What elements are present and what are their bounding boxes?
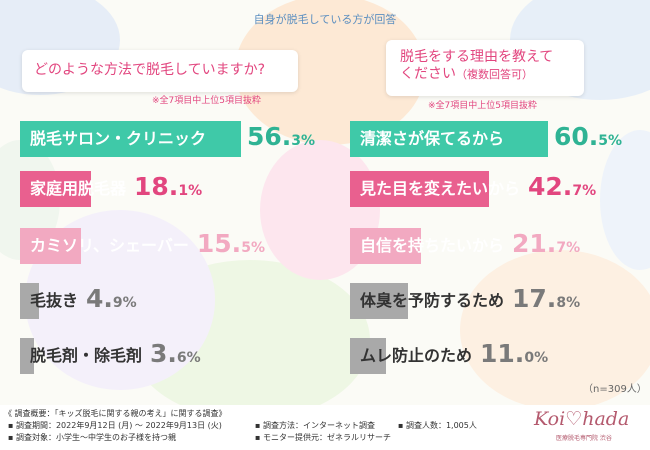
survey-target: ▪ 調査対象：小学生～中学生のお子様を持つ親 xyxy=(8,433,176,442)
reason-bar-1 xyxy=(350,121,548,157)
method-category-label-3: カミソリ、シェーバー xyxy=(30,236,189,255)
koihada-logo: Koi♡hada xyxy=(534,408,630,430)
survey-overview: 《 調査概要：「キッズ脱毛に関する親の考え」に関する調査》 xyxy=(4,409,227,418)
reason-value-label-5: 11.0% xyxy=(480,339,549,368)
right-note: ※全7項目中上位5項目抜粋 xyxy=(428,101,537,111)
method-bar-4 xyxy=(20,283,39,319)
survey-period: ▪ 調査期間：2022年9月12日 (月) ～ 2022年9月13日 (火) xyxy=(8,421,222,430)
survey-method: ▪ 調査方法：インターネット調査 xyxy=(255,421,375,430)
method-category-label-1: 脱毛サロン・クリニック xyxy=(30,129,207,148)
reason-category-label-5: ムレ防止のため xyxy=(360,346,473,365)
method-bar-2 xyxy=(20,171,91,207)
left-note: ※全7項目中上位5項目抜粋 xyxy=(152,96,261,106)
reason-category-label-4: 体臭を予防するため xyxy=(360,291,505,310)
method-bar-5 xyxy=(20,338,34,374)
reason-bar-5 xyxy=(350,338,386,374)
reason-category-label-2: 見た目を変えたいから xyxy=(360,179,521,198)
reason-category-label-1: 清潔さが保てるから xyxy=(360,129,505,148)
monitor-provider: ▪ モニター提供元：ゼネラルリサーチ xyxy=(255,433,391,442)
method-value-label-4: 4.9% xyxy=(86,284,137,313)
right-question: 脱毛をする理由を教えて ください（複数回答可） xyxy=(400,49,553,83)
survey-target-header: 自身が脱毛している方が回答 xyxy=(253,13,397,26)
right-question-line2: ください xyxy=(400,66,456,82)
reason-bar-2 xyxy=(350,171,489,207)
left-question-card: どのような方法で脱毛していますか? xyxy=(22,50,298,92)
method-category-label-4: 毛抜き xyxy=(30,291,79,310)
survey-count: ▪ 調査人数：1,005人 xyxy=(398,421,477,430)
right-question-suffix: （複数回答可） xyxy=(456,68,533,81)
reason-value-label-4: 17.8% xyxy=(512,284,581,313)
method-bar-1 xyxy=(20,121,241,157)
method-bar-3 xyxy=(20,228,81,264)
footer: 《 調査概要：「キッズ脱毛に関する親の考え」に関する調査》 ▪ 調査期間：202… xyxy=(0,405,650,450)
reason-category-label-3: 自信を持ちたいから xyxy=(360,236,505,255)
reason-bar-3 xyxy=(350,228,421,264)
left-question: どのような方法で脱毛していますか? xyxy=(34,62,266,78)
logo-subtitle: 医療脱毛専門院 渋谷 xyxy=(556,435,612,442)
right-question-line1: 脱毛をする理由を教えて xyxy=(400,49,554,65)
method-category-label-2: 家庭用脱毛器 xyxy=(30,179,127,198)
reason-value-label-1: 60.5% xyxy=(554,122,623,151)
right-question-card: 脱毛をする理由を教えて ください（複数回答可） xyxy=(386,40,584,96)
reason-value-label-2: 42.7% xyxy=(528,172,597,201)
method-value-label-5: 3.6% xyxy=(150,339,201,368)
method-value-label-2: 18.1% xyxy=(134,172,203,201)
reason-value-label-3: 21.7% xyxy=(512,229,581,258)
method-value-label-3: 15.5% xyxy=(196,229,265,258)
method-category-label-5: 脱毛剤・除毛剤 xyxy=(30,346,143,365)
reason-bar-4 xyxy=(350,283,408,319)
sample-size: （n=309人） xyxy=(583,384,647,395)
method-value-label-1: 56.3% xyxy=(247,122,316,151)
